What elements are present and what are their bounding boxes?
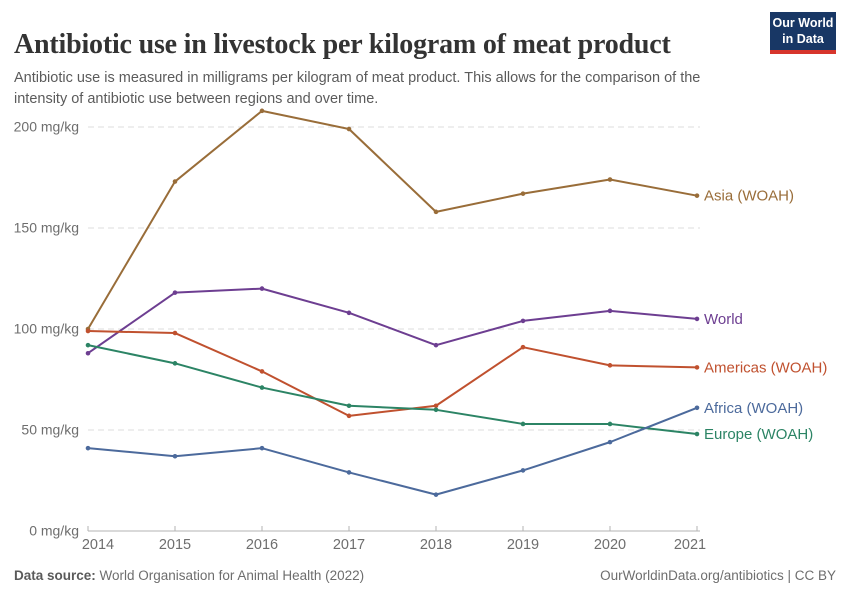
series-line-asia-woah — [87, 109, 698, 330]
series-line-europe-woah — [87, 344, 698, 436]
series-label-asia-woah[interactable]: Asia (WOAH) — [704, 188, 794, 205]
series-label-americas-woah[interactable]: Americas (WOAH) — [704, 359, 827, 376]
x-tick-label-2016: 2016 — [246, 537, 278, 553]
y-tick-label-50: 50 mg/kg — [21, 422, 79, 438]
data-point-americas-woah-2015 — [172, 330, 178, 336]
data-point-americas-woah-2014 — [85, 328, 91, 334]
x-tick-label-2020: 2020 — [594, 537, 626, 553]
page-subtitle: Antibiotic use is measured in milligrams… — [14, 69, 701, 107]
owid-logo-line2: in Data — [782, 32, 824, 46]
data-point-asia-woah-2020 — [607, 177, 613, 182]
series-line-world — [87, 287, 698, 355]
data-point-europe-woah-2019 — [520, 421, 526, 427]
data-point-americas-woah-2020 — [607, 363, 613, 368]
data-point-europe-woah-2021 — [694, 431, 700, 437]
data-point-world-2016 — [259, 286, 265, 291]
owid-logo-line1: Our World — [772, 16, 834, 30]
data-point-world-2021 — [694, 316, 700, 322]
data-point-asia-woah-2018 — [433, 209, 439, 215]
data-point-world-2015 — [172, 290, 178, 295]
data-point-africa-woah-2015 — [172, 453, 178, 459]
data-point-americas-woah-2021 — [694, 365, 700, 370]
x-tick-label-2018: 2018 — [420, 537, 452, 553]
data-point-world-2019 — [520, 318, 526, 324]
x-tick-label-2017: 2017 — [333, 537, 365, 553]
data-point-africa-woah-2016 — [259, 445, 265, 451]
x-tick-label-2019: 2019 — [507, 537, 539, 553]
data-source-value: World Organisation for Animal Health (20… — [95, 568, 365, 583]
data-source: Data source: World Organisation for Anim… — [14, 568, 364, 583]
data-point-africa-woah-2019 — [520, 468, 526, 473]
data-point-africa-woah-2014 — [85, 445, 91, 451]
data-point-africa-woah-2018 — [433, 492, 439, 497]
data-point-europe-woah-2016 — [259, 385, 265, 390]
data-point-europe-woah-2020 — [607, 421, 613, 427]
data-point-world-2017 — [346, 310, 352, 316]
data-point-africa-woah-2020 — [607, 439, 613, 445]
y-tick-label-100: 100 mg/kg — [14, 321, 79, 337]
data-point-asia-woah-2015 — [172, 179, 178, 184]
data-point-world-2014 — [85, 350, 91, 356]
data-point-world-2020 — [607, 308, 613, 314]
data-point-europe-woah-2017 — [346, 403, 352, 409]
series-label-europe-woah[interactable]: Europe (WOAH) — [704, 426, 813, 443]
data-point-americas-woah-2018 — [433, 403, 439, 409]
data-point-asia-woah-2016 — [259, 108, 265, 114]
data-point-europe-woah-2015 — [172, 361, 178, 366]
data-point-africa-woah-2021 — [694, 405, 700, 411]
x-tick-label-2021: 2021 — [674, 537, 706, 553]
data-point-asia-woah-2021 — [694, 193, 700, 198]
y-tick-label-0: 0 mg/kg — [29, 523, 79, 539]
y-tick-label-200: 200 mg/kg — [14, 119, 79, 135]
data-point-americas-woah-2017 — [346, 413, 352, 419]
data-point-europe-woah-2014 — [85, 342, 91, 348]
data-point-europe-woah-2018 — [433, 407, 439, 413]
credit-link[interactable]: OurWorldinData.org/antibiotics | CC BY — [600, 568, 836, 583]
owid-logo[interactable]: Our World in Data — [770, 12, 836, 54]
series-label-africa-woah[interactable]: Africa (WOAH) — [704, 400, 803, 417]
x-tick-label-2014: 2014 — [82, 537, 114, 553]
data-point-asia-woah-2017 — [346, 126, 352, 132]
series-label-world[interactable]: World — [704, 311, 743, 328]
chart-footer: Data source: World Organisation for Anim… — [14, 568, 836, 583]
x-tick-label-2015: 2015 — [159, 537, 191, 553]
data-point-asia-woah-2019 — [520, 191, 526, 196]
data-point-world-2018 — [433, 342, 439, 348]
data-source-label: Data source: — [14, 568, 96, 583]
page-title: Antibiotic use in livestock per kilogram… — [14, 28, 671, 60]
y-tick-label-150: 150 mg/kg — [14, 220, 79, 236]
data-point-americas-woah-2016 — [259, 369, 265, 374]
series-line-africa-woah — [87, 406, 698, 496]
data-point-americas-woah-2019 — [520, 344, 526, 350]
series-line-americas-woah — [87, 330, 698, 417]
data-point-africa-woah-2017 — [346, 470, 352, 475]
